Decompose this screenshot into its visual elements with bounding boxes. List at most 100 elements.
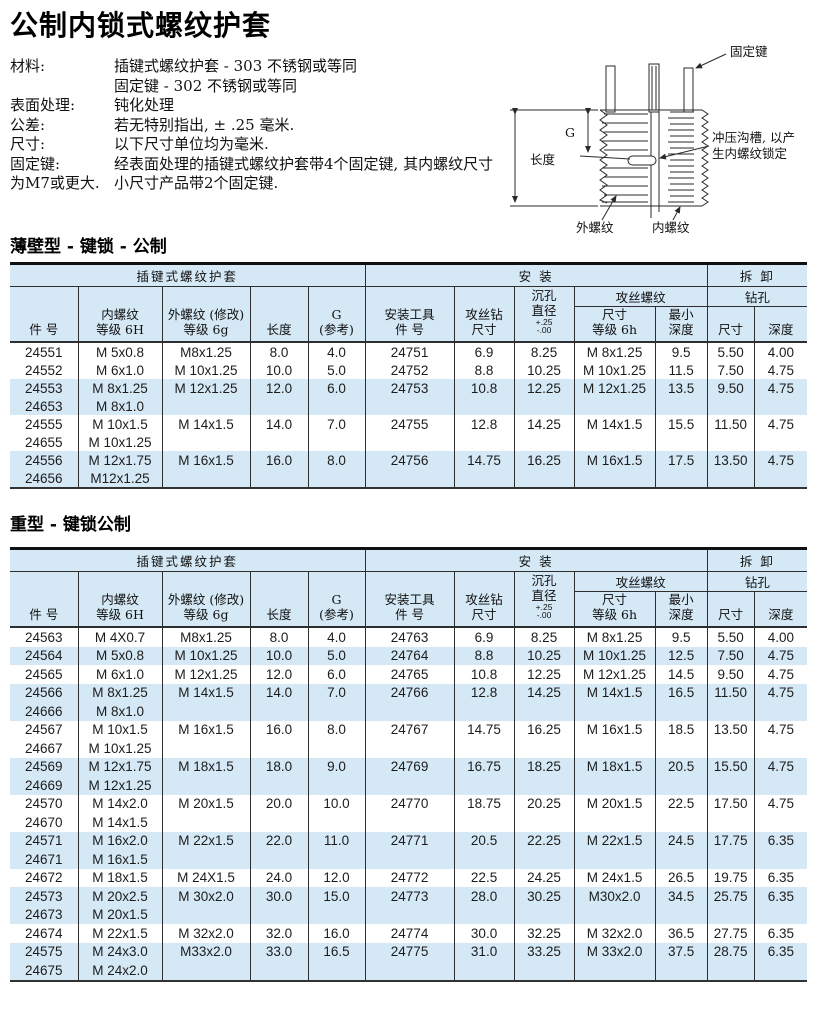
table-row: 24656 M12x1.25 [10, 469, 808, 488]
table-cell: 8.8 [453, 646, 515, 665]
col-header-counterbore: 沉孔 直径 +.25 -.00 [513, 571, 575, 627]
col-header-part-no: 件 号 [29, 322, 59, 337]
table-cell: M 5x0.8 [77, 646, 162, 665]
table-cell: 24553 [10, 379, 78, 397]
diagram-label-g: G [565, 125, 575, 140]
table-cell: M 14x1.5 [77, 813, 162, 832]
table-cell: 20.5 [654, 757, 708, 776]
table-cell: 24755 [364, 415, 455, 433]
table-cell: 11.5 [654, 361, 708, 379]
table-cell [453, 850, 515, 869]
table-cell: M 20x1.5 [77, 905, 162, 924]
table-cell [453, 397, 515, 415]
table-cell: M 16x1.5 [573, 451, 656, 469]
table-cell: M 10x1.25 [161, 646, 250, 665]
table-cell: 24672 [24, 870, 63, 886]
table-cell: 16.5 [654, 683, 708, 702]
table-cell: 24563 [24, 629, 63, 645]
col-header-tap-size: 尺寸 等级 6h [573, 591, 656, 627]
table-cell [161, 469, 250, 488]
table-cell: 15.0 [307, 887, 366, 906]
table-cell: 9.0 [307, 757, 366, 776]
table-cell: 14.5 [654, 665, 708, 684]
table-cell [513, 739, 575, 758]
info-row: 表面处理: 钝化处理 [10, 96, 470, 116]
section-title-heavy-duty: 重型 - 键锁公制 [10, 515, 131, 535]
table-cell [364, 905, 455, 924]
table-cell [753, 433, 808, 451]
info-value: 钝化处理 [114, 96, 175, 114]
table-cell: M 10x1.5 [77, 720, 162, 739]
table-cell: 8.25 [513, 627, 575, 647]
table-row: 24556 M 12x1.75 M 16x1.5 16.0 8.0 24756 14.75 1… [10, 451, 808, 469]
table-cell [573, 850, 656, 869]
table-cell: M 16x1.5 [161, 720, 250, 739]
table-cell: 14.75 [453, 451, 515, 469]
table-cell: 24674 [24, 925, 63, 941]
table-row: 24671 M 16x1.5 [10, 850, 808, 869]
table-cell: 24656 [10, 469, 78, 488]
table-cell: 18.0 [249, 757, 308, 776]
table-cell: 12.25 [513, 665, 575, 684]
col-header-min-depth: 最小 深度 [654, 306, 708, 342]
table-cell: 36.5 [654, 924, 708, 943]
table-cell [706, 702, 755, 721]
table-cell [654, 397, 708, 415]
table-cell: M 8x1.0 [77, 702, 162, 721]
locking-key [648, 63, 660, 113]
table-cell [307, 397, 366, 415]
table-cell [249, 850, 308, 869]
table-cell: 26.5 [654, 868, 708, 887]
table-row: 24570 M 14x2.0 M 20x1.5 20.0 10.0 24770 18.75 2… [10, 794, 808, 813]
table-cell: 6.0 [307, 665, 366, 684]
table-header: 插键式螺纹护套 安 装 拆 卸 件 号 内螺纹 等级 6H 外螺纹 (修改) 等级 … [10, 548, 808, 627]
table-cell: 10.0 [249, 646, 308, 665]
table-cell: 8.0 [307, 720, 366, 739]
table-cell [513, 776, 575, 795]
diagram-label-external-thread: 外螺纹 [576, 220, 614, 235]
table-cell: 16.0 [307, 924, 366, 943]
column-group-insert: 插键式螺纹护套 [10, 263, 366, 287]
table-cell: 24767 [364, 720, 455, 739]
table-cell: 6.35 [753, 868, 808, 887]
table-cell: 24756 [364, 451, 455, 469]
table-cell: 24766 [364, 683, 455, 702]
table-cell [364, 702, 455, 721]
info-value: 插键式螺纹护套 - 303 不锈钢或等同 [114, 57, 358, 75]
info-row: 公差: 若无特别指出, ± .25 毫米. [10, 116, 470, 136]
table-cell: 24566 [10, 683, 78, 702]
table-cell: 24.5 [654, 831, 708, 850]
info-row: 固定键 - 302 不锈钢或等同 [10, 77, 470, 97]
table-cell: 24765 [364, 665, 455, 684]
table-cell [249, 813, 308, 832]
table-cell: 15.5 [654, 415, 708, 433]
table-cell: M 20x2.5 [77, 887, 162, 906]
table-cell: M 16x1.5 [161, 451, 250, 469]
thin-wall-table-body: 24551 M 5x0.8 M8x1.25 8.0 4.0 24751 6.9 8.25 M 8… [10, 342, 808, 488]
table-row: 24674 M 22x1.5 M 32x2.0 32.0 16.0 24774 30.0 32… [10, 924, 808, 943]
table-cell [364, 397, 455, 415]
table-cell: M 14x1.5 [573, 415, 656, 433]
table-cell: 18.75 [453, 794, 515, 813]
table-cell: M 32x2.0 [573, 924, 656, 943]
heavy-duty-table: 插键式螺纹护套 安 装 拆 卸 件 号 内螺纹 等级 6H 外螺纹 (修改) 等级 … [10, 547, 808, 982]
table-cell: 24773 [364, 887, 455, 906]
heavy-duty-table-body: 24563 M 4X0.7 M8x1.25 8.0 4.0 24763 6.9 8.25 M 8… [10, 627, 808, 981]
table-cell: 4.75 [753, 379, 808, 397]
table-cell: M 14x1.5 [161, 683, 250, 702]
table-cell: 13.50 [706, 720, 755, 739]
table-cell [161, 397, 250, 415]
table-cell: 4.75 [753, 683, 808, 702]
table-cell [249, 961, 308, 981]
table-cell: 5.50 [706, 342, 755, 361]
col-header-tap-drill: 攻丝钻 尺寸 [453, 286, 515, 342]
table-cell: 28.0 [453, 887, 515, 906]
col-header-drill-depth: 深度 [753, 591, 808, 627]
table-cell: 7.50 [706, 361, 755, 379]
table-row: 24573 M 20x2.5 M 30x2.0 30.0 15.0 24773 28.0 30… [10, 887, 808, 906]
table-cell: 5.0 [307, 361, 366, 379]
table-cell: 24573 [10, 887, 78, 906]
table-cell: 7.0 [307, 683, 366, 702]
table-cell: 31.0 [453, 942, 515, 961]
table-row: 24575 M 24x3.0 M33x2.0 33.0 16.5 24775 31.0 33.… [10, 942, 808, 961]
